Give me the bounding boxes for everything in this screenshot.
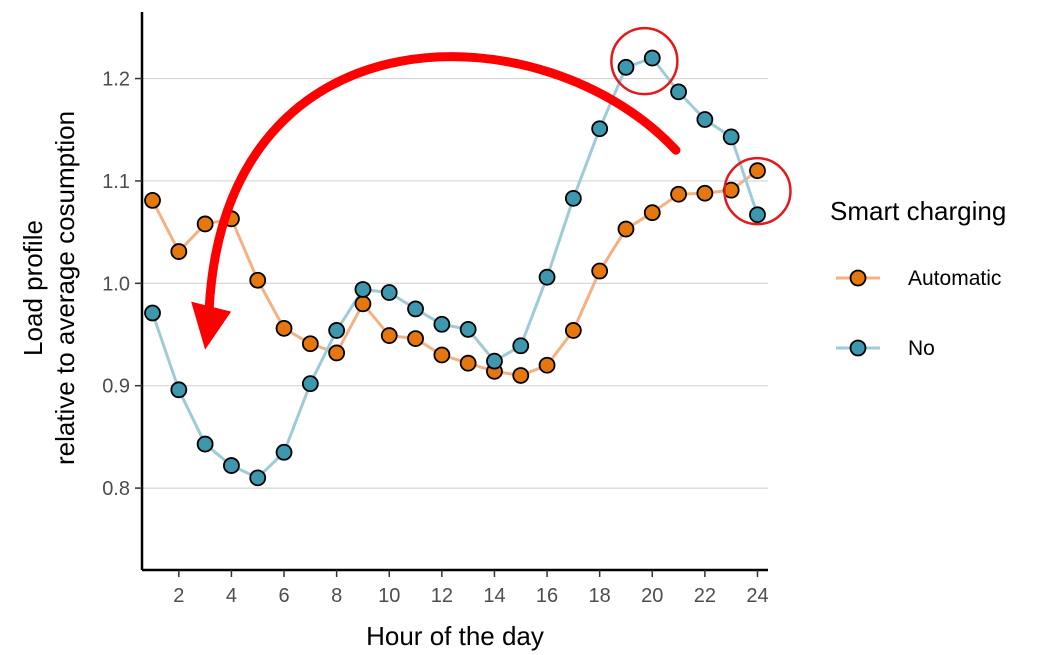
x-tick-label-0: 2 — [173, 585, 184, 607]
point-automatic-21 — [670, 185, 687, 203]
x-tick-label-7: 16 — [536, 585, 558, 607]
legend-label-no: No — [908, 337, 935, 360]
point-automatic-8 — [328, 344, 346, 362]
legend-marker-no — [849, 339, 867, 357]
point-automatic-2 — [170, 243, 188, 260]
x-tick-label-8: 18 — [589, 585, 611, 607]
x-tick-label-4: 10 — [378, 585, 400, 607]
point-no-12 — [433, 315, 451, 333]
shift-arrow-head — [191, 301, 232, 350]
data-points — [144, 49, 766, 487]
x-tick-label-2: 6 — [278, 585, 289, 607]
point-no-2 — [170, 381, 188, 399]
point-automatic-11 — [407, 330, 424, 348]
shift-arrow-body — [204, 52, 681, 315]
x-tick-label-1: 4 — [226, 585, 237, 607]
series-line-automatic — [151, 169, 759, 377]
x-tick-label-10: 22 — [694, 585, 716, 607]
x-tick-label-9: 20 — [641, 585, 663, 607]
x-axis-title: Hour of the day — [366, 621, 544, 651]
point-no-22 — [696, 111, 714, 128]
x-tick-label-6: 14 — [483, 585, 505, 607]
legend-label-automatic: Automatic — [908, 267, 1001, 290]
point-no-19 — [617, 58, 635, 76]
x-tick-label-3: 8 — [331, 585, 342, 607]
y-ticks: 0.8 0.9 1.0 1.1 1.2 — [102, 69, 142, 500]
point-automatic-10 — [380, 327, 398, 344]
highlight-circle-0 — [610, 26, 679, 96]
y-tick-label-4: 1.2 — [102, 69, 130, 91]
point-automatic-5 — [249, 271, 267, 289]
point-automatic-22 — [696, 184, 714, 202]
point-no-18 — [591, 120, 609, 138]
point-no-5 — [249, 469, 267, 487]
x-tick-label-5: 12 — [431, 585, 453, 607]
point-automatic-3 — [196, 215, 214, 233]
point-no-20 — [643, 49, 661, 67]
point-automatic-20 — [643, 204, 661, 222]
point-automatic-16 — [538, 356, 556, 374]
y-axis-title-line1: Load profile — [18, 220, 48, 356]
annotations — [191, 26, 792, 350]
point-no-23 — [722, 128, 740, 146]
x-tick-label-11: 24 — [746, 585, 768, 607]
point-automatic-18 — [591, 262, 609, 280]
point-automatic-19 — [617, 220, 635, 238]
point-no-15 — [512, 337, 530, 355]
legend: Smart charging Automatic No — [830, 196, 1006, 360]
series-line-no — [151, 56, 759, 480]
point-no-9 — [354, 281, 372, 298]
point-no-7 — [301, 375, 319, 393]
point-automatic-17 — [564, 322, 582, 339]
point-automatic-7 — [301, 335, 319, 353]
point-automatic-15 — [512, 367, 530, 384]
y-tick-label-2: 1.0 — [102, 273, 130, 295]
point-no-8 — [328, 322, 346, 339]
y-axis-title-line2: relative to average cosumption — [50, 111, 80, 465]
point-automatic-12 — [433, 346, 451, 364]
point-no-16 — [538, 268, 556, 286]
point-no-1 — [144, 304, 161, 322]
y-tick-label-0: 0.8 — [102, 478, 130, 500]
point-automatic-13 — [459, 354, 477, 372]
y-tick-label-1: 0.9 — [102, 376, 130, 398]
point-no-3 — [196, 435, 214, 453]
axes — [140, 12, 768, 572]
highlight-circle-1 — [723, 156, 792, 226]
point-automatic-1 — [144, 191, 161, 209]
point-no-21 — [670, 83, 687, 101]
series-lines — [151, 56, 759, 480]
point-no-6 — [275, 443, 293, 461]
y-tick-label-3: 1.1 — [102, 171, 130, 193]
x-ticks: 2 4 6 8 10 12 14 16 18 20 22 24 — [173, 570, 769, 607]
point-no-11 — [407, 300, 424, 318]
point-no-17 — [564, 189, 582, 207]
grid-lines — [142, 77, 768, 489]
point-automatic-6 — [275, 319, 293, 337]
point-no-13 — [459, 320, 477, 338]
point-no-10 — [380, 284, 398, 301]
point-no-4 — [223, 457, 240, 474]
point-automatic-9 — [354, 295, 372, 313]
point-no-24 — [749, 206, 766, 224]
point-automatic-24 — [749, 162, 766, 180]
legend-title: Smart charging — [830, 196, 1006, 226]
legend-marker-automatic — [849, 269, 867, 287]
point-no-14 — [486, 352, 503, 370]
